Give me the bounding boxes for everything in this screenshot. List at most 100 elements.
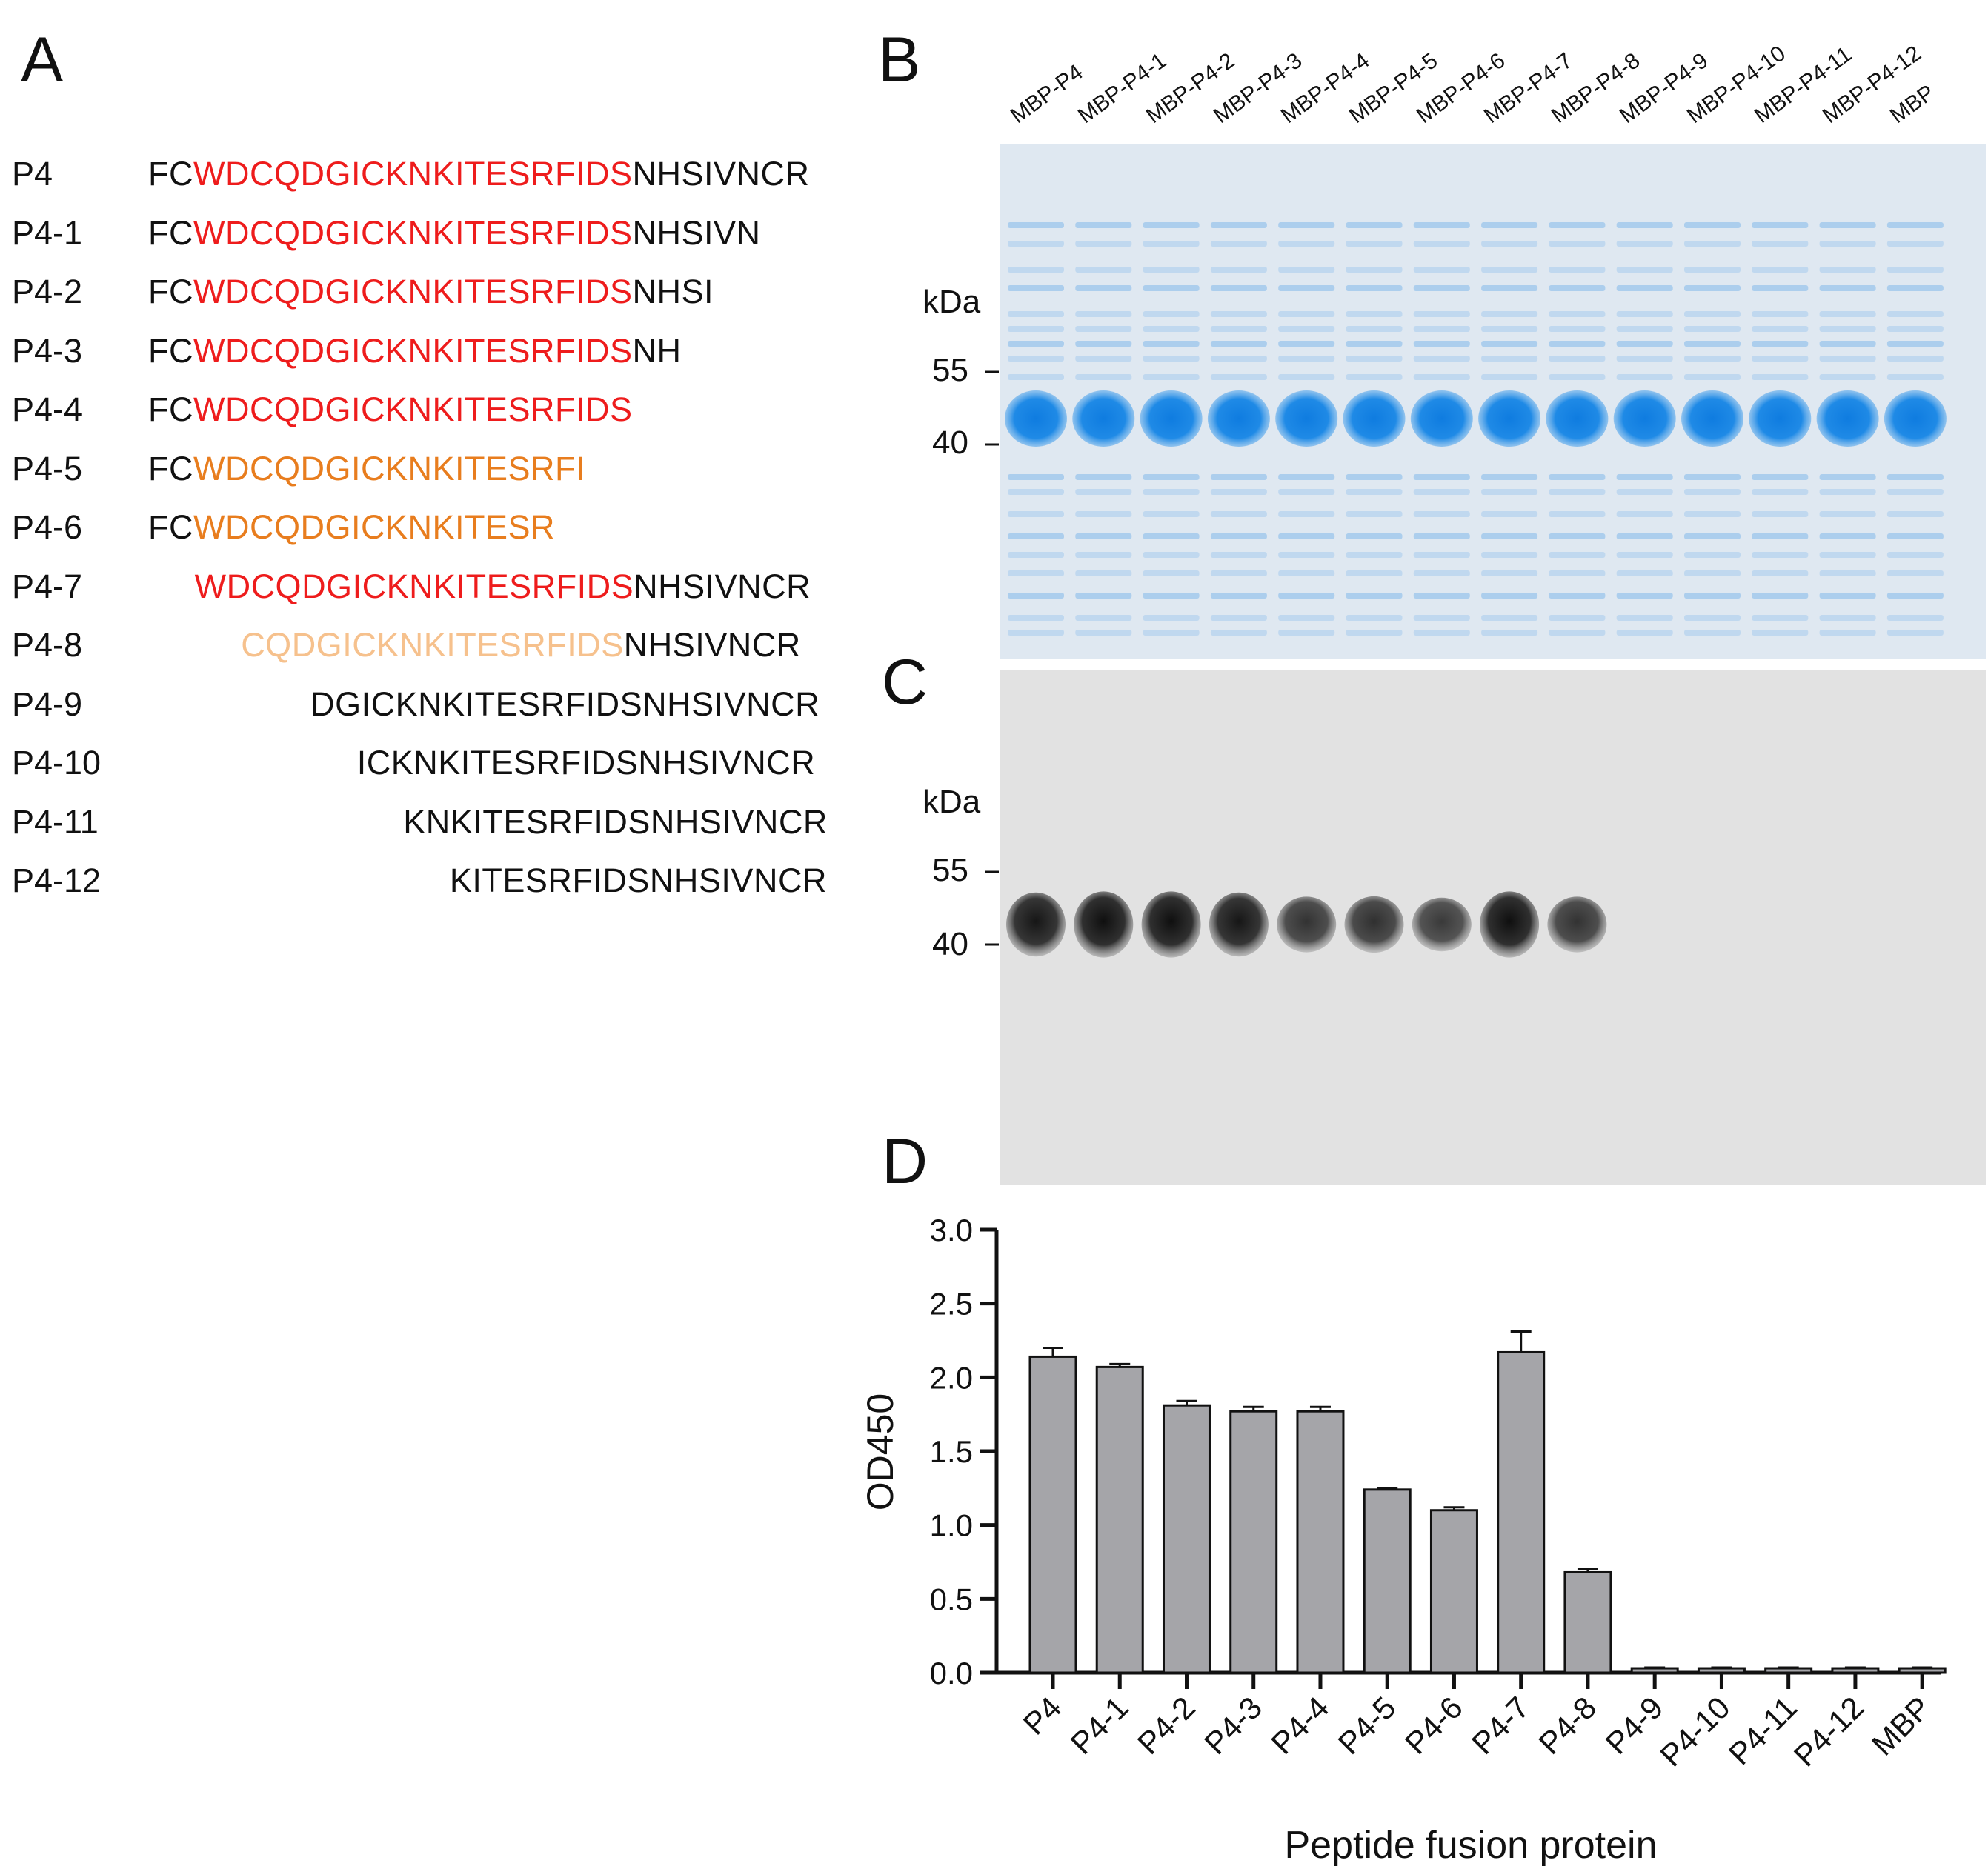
sequence-row: P4-3 FCWDCQDGICKNKITESRFIDSNH: [0, 325, 874, 377]
sequence-segment-black: FC: [148, 508, 193, 546]
sequence-segment-black: FC: [148, 331, 193, 370]
sequence-segment-black: KITESRFIDSNHSIVNCR: [449, 862, 827, 899]
panel-label-b: B: [878, 24, 921, 96]
panel-label-d: D: [882, 1126, 928, 1197]
blot-c-marker-55: 55: [932, 852, 968, 888]
sequence-row: P4-6 FCWDCQDGICKNKITESR: [0, 502, 874, 553]
sequence-segment-black: NHSIVNCR: [623, 626, 801, 664]
bar: [1429, 1509, 1478, 1674]
sequence-segment-red: WDCQDGICKNKITESRFIDS: [193, 155, 633, 193]
sequence-text: FCWDCQDGICKNKITESRFIDSNH: [148, 325, 682, 377]
bar: [1028, 1355, 1077, 1674]
sequence-segment-black: DGICKNKITESRFIDSNHSIVNCR: [310, 684, 820, 723]
sequence-segment-red: WDCQDGICKNKITESRFIDS: [193, 331, 633, 370]
sequence-text: FCWDCQDGICKNKITESRFI: [148, 443, 585, 495]
sequence-segment-black: NHSIVNCR: [634, 567, 811, 605]
sequence-name: P4-10: [12, 744, 102, 782]
sequence-segment-black: FC: [148, 390, 193, 428]
bar: [1831, 1667, 1880, 1674]
bar: [1630, 1667, 1679, 1674]
y-tick-label: 0.0: [930, 1656, 973, 1690]
x-tick-label: P4-12: [1787, 1690, 1870, 1773]
sequence-row: P4-2 FCWDCQDGICKNKITESRFIDSNHSI: [0, 266, 874, 318]
x-tick-label: P4-11: [1722, 1690, 1804, 1771]
sequence-name: P4-1: [12, 213, 83, 252]
sequence-row: P4-10 ICKNKITESRFIDSNHSIVNCR: [0, 737, 874, 789]
sequence-row: P4-8 CQDGICKNKITESRFIDSNHSIVNCR: [0, 619, 874, 671]
blot-c-unit-label: kDa: [922, 784, 981, 820]
blot-c-marker-40: 40: [932, 926, 968, 962]
y-tick-label: 2.0: [930, 1360, 973, 1395]
y-axis-label: OD450: [860, 1393, 901, 1510]
sequence-text: FCWDCQDGICKNKITESRFIDSNHSIVNCR: [148, 148, 810, 200]
sequence-row: P4-11 KNKITESRFIDSNHSIVNCR: [0, 796, 874, 848]
y-tick-label: 0.5: [930, 1582, 973, 1616]
sequence-name: P4-8: [12, 626, 83, 664]
bar: [1697, 1667, 1746, 1674]
sequence-segment-black: NHSIVNCR: [632, 155, 810, 193]
bar: [1363, 1488, 1412, 1674]
sequence-name: P4-9: [12, 684, 83, 723]
sequence-segment-black: NH: [632, 331, 682, 370]
sequence-text: WDCQDGICKNKITESRFIDSNHSIVNCR: [195, 561, 811, 613]
sequence-segment-black: FC: [148, 155, 193, 193]
sequence-text: FCWDCQDGICKNKITESRFIDSNHSI: [148, 266, 714, 318]
sequence-name: P4-5: [12, 449, 83, 487]
sequence-segment-black: KNKITESRFIDSNHSIVNCR: [403, 802, 828, 841]
sequence-text: ICKNKITESRFIDSNHSIVNCR: [357, 737, 816, 789]
sequence-segment-black: FC: [148, 449, 193, 487]
y-tick-label: 1.5: [930, 1434, 973, 1469]
sequence-name: P4-7: [12, 567, 83, 605]
sequence-row: P4-4 FCWDCQDGICKNKITESRFIDS: [0, 384, 874, 436]
panel-label-a: A: [21, 24, 64, 96]
x-axis-label: Peptide fusion protein: [1284, 1824, 1657, 1867]
x-tick-label: P4-8: [1532, 1690, 1603, 1761]
sequence-text: DGICKNKITESRFIDSNHSIVNCR: [310, 679, 820, 730]
sequence-name: P4-4: [12, 390, 83, 428]
sequence-segment-orange: WDCQDGICKNKITESRFI: [193, 449, 586, 487]
y-tick-label: 2.5: [930, 1287, 973, 1322]
sequence-text: FCWDCQDGICKNKITESR: [148, 502, 555, 553]
x-tick-label: P4-4: [1264, 1690, 1335, 1761]
gel-b-marker-40: 40: [932, 424, 968, 461]
bar: [1162, 1404, 1211, 1674]
sequence-segment-red: WDCQDGICKNKITESRFIDS: [193, 213, 633, 252]
x-tick-label: P4-5: [1332, 1690, 1403, 1761]
sequence-text: CQDGICKNKITESRFIDSNHSIVNCR: [241, 619, 801, 671]
sequence-text: FCWDCQDGICKNKITESRFIDS: [148, 384, 633, 436]
x-tick-label: P4-7: [1465, 1690, 1536, 1761]
sequence-segment-black: NHSI: [632, 273, 714, 310]
sequence-row: P4-1 FCWDCQDGICKNKITESRFIDSNHSIVN: [0, 207, 874, 259]
sequence-segment-black: FC: [148, 273, 193, 310]
y-tick-label: 1.0: [930, 1508, 973, 1543]
sequence-segment-black: FC: [148, 213, 193, 252]
x-tick-label: P4-3: [1197, 1690, 1269, 1761]
sequence-text: KNKITESRFIDSNHSIVNCR: [403, 796, 828, 848]
x-tick-label: P4-1: [1064, 1690, 1135, 1761]
sequence-row: P4-7 WDCQDGICKNKITESRFIDSNHSIVNCR: [0, 561, 874, 613]
sequence-segment-red: WDCQDGICKNKITESRFIDS: [193, 390, 633, 428]
sequence-name: P4-11: [12, 802, 99, 841]
sequence-segment-peach: CQDGICKNKITESRFIDS: [241, 626, 624, 664]
sequence-segment-black: NHSIVN: [632, 213, 761, 252]
sequence-row: P4 FCWDCQDGICKNKITESRFIDSNHSIVNCR: [0, 148, 874, 200]
bar: [1764, 1667, 1813, 1674]
sequence-name: P4-12: [12, 862, 102, 899]
sequence-name: P4-6: [12, 508, 83, 546]
bar: [1563, 1570, 1612, 1674]
sequence-segment-orange: WDCQDGICKNKITESR: [193, 508, 556, 546]
bar: [1229, 1410, 1278, 1674]
x-tick-label: P4-10: [1653, 1690, 1736, 1773]
bar: [1898, 1667, 1947, 1674]
sequence-segment-red: WDCQDGICKNKITESRFIDS: [193, 273, 633, 310]
sequence-row: P4-12 KITESRFIDSNHSIVNCR: [0, 855, 874, 907]
gel-b-marker-55: 55: [932, 352, 968, 388]
sequence-text: KITESRFIDSNHSIVNCR: [450, 855, 827, 907]
sequence-name: P4-2: [12, 273, 83, 310]
gel-b-unit-label: kDa: [922, 284, 981, 320]
sequence-text: FCWDCQDGICKNKITESRFIDSNHSIVN: [148, 207, 761, 259]
sequence-row: P4-9 DGICKNKITESRFIDSNHSIVNCR: [0, 679, 874, 730]
sequence-name: P4-3: [12, 331, 83, 370]
x-tick-label: P4-2: [1131, 1690, 1202, 1761]
